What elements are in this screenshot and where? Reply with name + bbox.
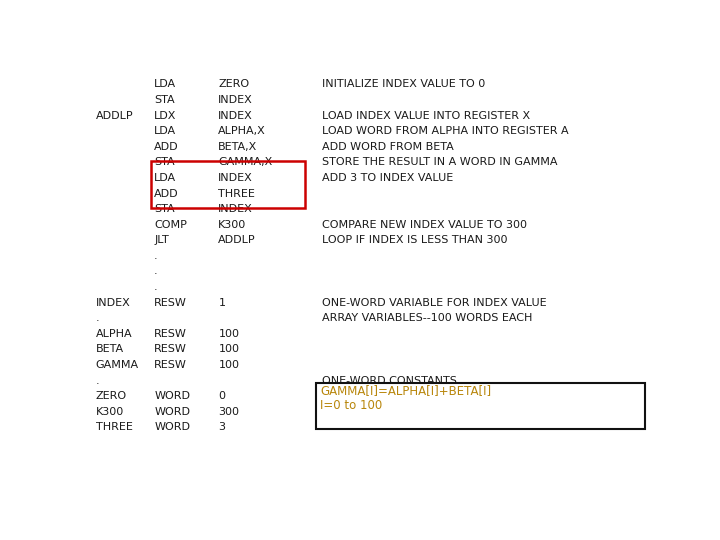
Text: STORE THE RESULT IN A WORD IN GAMMA: STORE THE RESULT IN A WORD IN GAMMA bbox=[322, 157, 557, 167]
Text: K300: K300 bbox=[96, 407, 124, 417]
Text: STA: STA bbox=[154, 204, 175, 214]
Text: STA: STA bbox=[154, 95, 175, 105]
Text: WORD: WORD bbox=[154, 391, 190, 401]
Text: LDX: LDX bbox=[154, 111, 176, 120]
Text: 100: 100 bbox=[218, 360, 239, 370]
Text: 0: 0 bbox=[218, 391, 225, 401]
Text: ONE-WORD CONSTANTS: ONE-WORD CONSTANTS bbox=[322, 376, 456, 386]
Text: 1: 1 bbox=[218, 298, 225, 308]
Text: INITIALIZE INDEX VALUE TO 0: INITIALIZE INDEX VALUE TO 0 bbox=[322, 79, 485, 89]
Text: INDEX: INDEX bbox=[218, 173, 253, 183]
Text: ADD: ADD bbox=[154, 141, 179, 152]
Text: ARRAY VARIABLES--100 WORDS EACH: ARRAY VARIABLES--100 WORDS EACH bbox=[322, 313, 532, 323]
Text: .: . bbox=[154, 282, 158, 292]
Text: STA: STA bbox=[154, 157, 175, 167]
Text: INDEX: INDEX bbox=[218, 204, 253, 214]
Text: LDA: LDA bbox=[154, 173, 176, 183]
Text: I=0 to 100: I=0 to 100 bbox=[320, 399, 383, 411]
Text: THREE: THREE bbox=[218, 188, 255, 199]
Text: ALPHA: ALPHA bbox=[96, 329, 132, 339]
Text: LOAD INDEX VALUE INTO REGISTER X: LOAD INDEX VALUE INTO REGISTER X bbox=[322, 111, 530, 120]
Text: .: . bbox=[154, 266, 158, 276]
Text: ZERO: ZERO bbox=[96, 391, 127, 401]
Text: ONE-WORD VARIABLE FOR INDEX VALUE: ONE-WORD VARIABLE FOR INDEX VALUE bbox=[322, 298, 546, 308]
Text: THREE: THREE bbox=[96, 422, 132, 433]
Text: INDEX: INDEX bbox=[96, 298, 130, 308]
Text: LOOP IF INDEX IS LESS THAN 300: LOOP IF INDEX IS LESS THAN 300 bbox=[322, 235, 507, 245]
Text: LDA: LDA bbox=[154, 79, 176, 89]
Text: RESW: RESW bbox=[154, 298, 187, 308]
Text: 100: 100 bbox=[218, 329, 239, 339]
Text: WORD: WORD bbox=[154, 422, 190, 433]
Text: .: . bbox=[96, 376, 99, 386]
Text: BETA: BETA bbox=[96, 345, 124, 354]
Bar bbox=[316, 383, 645, 429]
Text: GAMMA,X: GAMMA,X bbox=[218, 157, 273, 167]
Text: RESW: RESW bbox=[154, 329, 187, 339]
Text: 300: 300 bbox=[218, 407, 239, 417]
Text: RESW: RESW bbox=[154, 345, 187, 354]
Text: .: . bbox=[96, 313, 99, 323]
Text: ADD WORD FROM BETA: ADD WORD FROM BETA bbox=[322, 141, 454, 152]
Text: ADDLP: ADDLP bbox=[218, 235, 256, 245]
Text: 100: 100 bbox=[218, 345, 239, 354]
Text: WORD: WORD bbox=[154, 407, 190, 417]
Text: LDA: LDA bbox=[154, 126, 176, 136]
Text: ADD: ADD bbox=[154, 188, 179, 199]
Text: K300: K300 bbox=[218, 220, 246, 229]
Text: INDEX: INDEX bbox=[218, 111, 253, 120]
Text: .: . bbox=[154, 251, 158, 261]
Text: LOAD WORD FROM ALPHA INTO REGISTER A: LOAD WORD FROM ALPHA INTO REGISTER A bbox=[322, 126, 568, 136]
Text: COMPARE NEW INDEX VALUE TO 300: COMPARE NEW INDEX VALUE TO 300 bbox=[322, 220, 526, 229]
Text: 3: 3 bbox=[218, 422, 225, 433]
Text: ADDLP: ADDLP bbox=[96, 111, 133, 120]
Text: COMP: COMP bbox=[154, 220, 187, 229]
Text: INDEX: INDEX bbox=[218, 95, 253, 105]
Text: BETA,X: BETA,X bbox=[218, 141, 258, 152]
Text: JLT: JLT bbox=[154, 235, 169, 245]
Text: RESW: RESW bbox=[154, 360, 187, 370]
Text: ZERO: ZERO bbox=[218, 79, 249, 89]
Text: ALPHA,X: ALPHA,X bbox=[218, 126, 266, 136]
Bar bbox=[150, 161, 305, 207]
Text: GAMMA: GAMMA bbox=[96, 360, 139, 370]
Text: ADD 3 TO INDEX VALUE: ADD 3 TO INDEX VALUE bbox=[322, 173, 453, 183]
Text: GAMMA[I]=ALPHA[I]+BETA[I]: GAMMA[I]=ALPHA[I]+BETA[I] bbox=[320, 384, 492, 397]
